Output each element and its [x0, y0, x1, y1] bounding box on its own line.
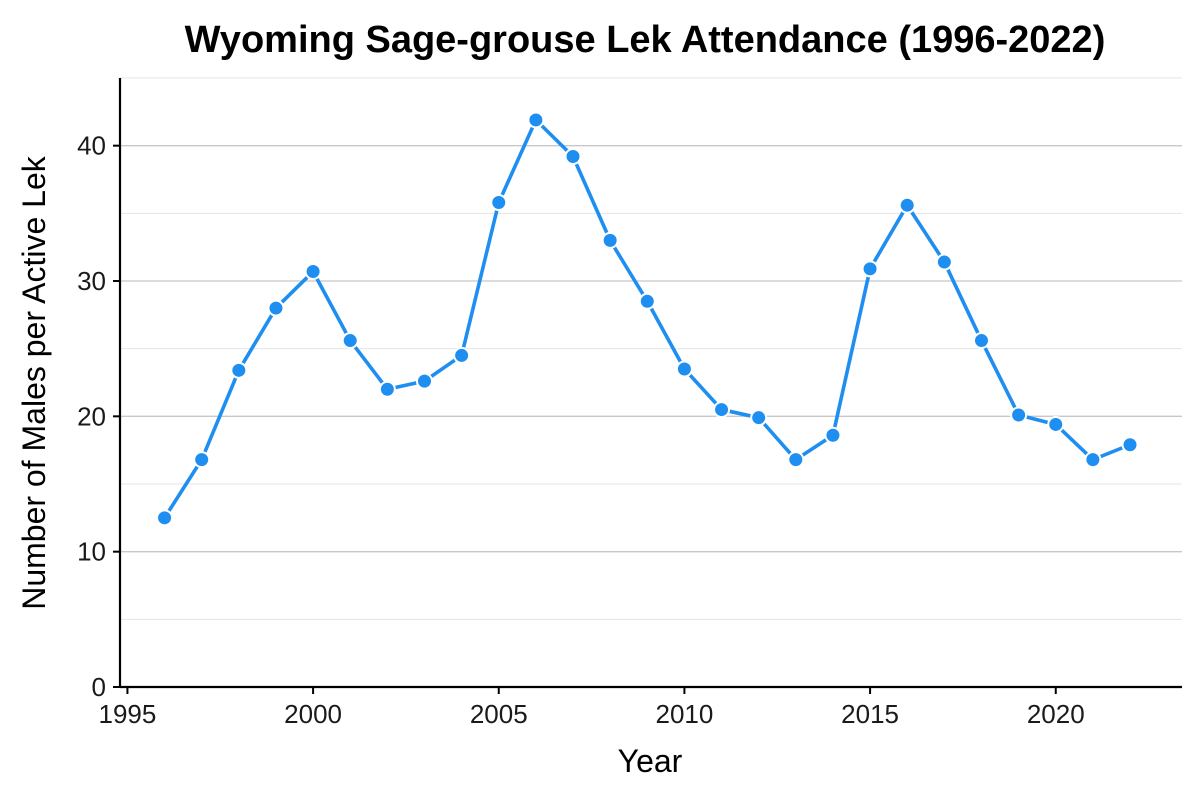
y-tick-label: 0	[92, 672, 106, 702]
data-point	[230, 361, 248, 379]
data-point	[156, 509, 174, 527]
gridlines	[120, 77, 1182, 620]
data-point	[898, 196, 916, 214]
y-tick-label: 20	[77, 401, 106, 431]
x-tick-label: 2005	[470, 699, 528, 729]
data-point	[378, 380, 396, 398]
data-series	[156, 111, 1139, 527]
x-tick-label: 2000	[284, 699, 342, 729]
x-tick-label: 2015	[841, 699, 899, 729]
y-axis-title: Number of Males per Active Lek	[16, 155, 52, 610]
y-tick-label: 10	[77, 537, 106, 567]
data-point	[787, 451, 805, 469]
data-point	[935, 253, 953, 271]
data-point	[675, 360, 693, 378]
chart-title: Wyoming Sage-grouse Lek Attendance (1996…	[185, 19, 1106, 61]
data-point	[341, 332, 359, 350]
y-tick-label: 40	[77, 131, 106, 161]
data-point	[638, 292, 656, 310]
data-point	[713, 401, 731, 419]
data-point	[267, 299, 285, 317]
y-tick-label: 30	[77, 266, 106, 296]
data-point	[750, 409, 768, 427]
x-tick-label: 1995	[99, 699, 157, 729]
axes	[113, 78, 1182, 694]
data-point	[861, 260, 879, 278]
series-line	[162, 118, 1132, 520]
data-point	[453, 346, 471, 364]
data-point	[527, 111, 545, 129]
data-point	[304, 263, 322, 281]
data-point	[1121, 436, 1139, 454]
x-tick-label: 2020	[1027, 699, 1085, 729]
tick-labels: 0 10 20 30 40 1995 2000 2005 2010 2015 2020	[77, 131, 1085, 729]
x-tick-label: 2010	[655, 699, 713, 729]
data-point	[193, 451, 211, 469]
data-point	[972, 332, 990, 350]
data-point	[824, 426, 842, 444]
data-point	[564, 147, 582, 165]
x-axis-title: Year	[618, 743, 683, 779]
data-point	[415, 372, 433, 390]
data-point	[601, 231, 619, 249]
data-point	[1084, 451, 1102, 469]
data-point	[490, 194, 508, 212]
data-point	[1047, 415, 1065, 433]
data-point	[1010, 406, 1028, 424]
